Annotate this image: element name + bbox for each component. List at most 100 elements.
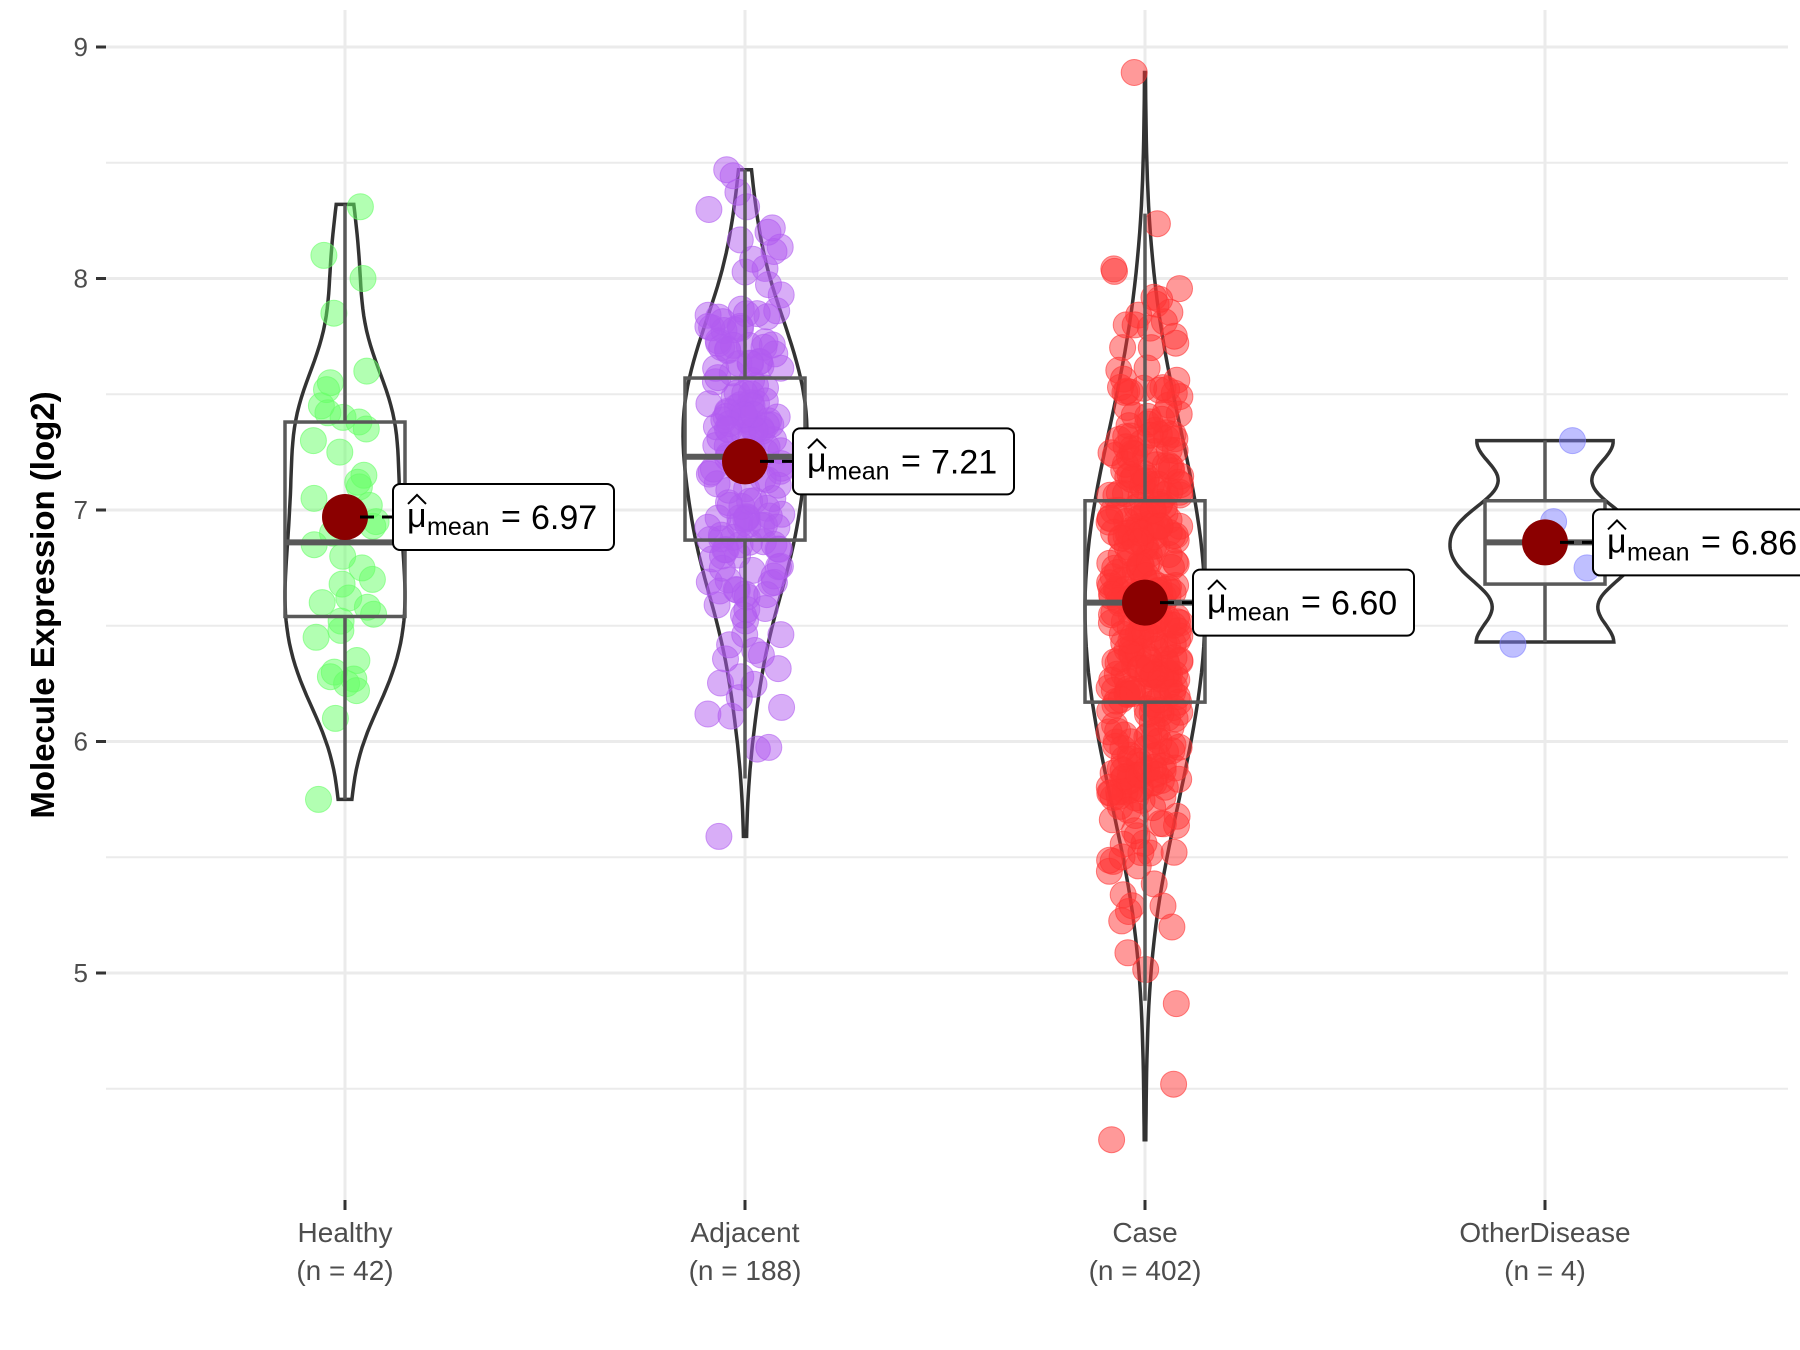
- x-tick-label: OtherDisease: [1459, 1217, 1630, 1248]
- data-point: [767, 281, 795, 309]
- data-point: [352, 415, 380, 443]
- data-point: [747, 641, 775, 669]
- hat-icon: [407, 493, 427, 505]
- data-point: [736, 349, 764, 377]
- mean-labels: μ mean = 6.97μ mean = 7.21μ mean = 6.60μ mean = 6.86: [360, 427, 1800, 637]
- mean-label-box: [1592, 508, 1800, 577]
- data-point: [1136, 839, 1164, 867]
- mean-label-box: [792, 427, 1015, 496]
- mean-equals: =: [1701, 523, 1721, 561]
- data-point: [320, 299, 348, 327]
- mean-value: 6.97: [531, 499, 597, 537]
- data-point: [1117, 378, 1145, 406]
- group-healthy: [283, 193, 407, 813]
- data-point: [758, 331, 786, 359]
- data-point: [310, 241, 338, 269]
- data-point: [1163, 811, 1190, 839]
- data-point: [1149, 783, 1177, 811]
- data-point: [698, 314, 726, 342]
- data-point: [1096, 846, 1124, 874]
- mean-label: μ mean = 6.60: [1160, 568, 1415, 637]
- data-point: [1112, 423, 1140, 451]
- y-axis: 5 6 7 8 9: [74, 32, 106, 988]
- data-point: [1101, 257, 1128, 285]
- data-point: [1159, 678, 1187, 706]
- data-point: [1098, 1126, 1126, 1154]
- data-point: [1160, 611, 1187, 639]
- data-point: [740, 670, 768, 698]
- mean-subscript: mean: [1227, 599, 1290, 627]
- data-point: [765, 535, 793, 563]
- data-point: [1112, 480, 1139, 508]
- hat-icon: [1607, 518, 1627, 531]
- mean-point: [1122, 579, 1168, 626]
- y-tick-label: 8: [74, 264, 88, 294]
- data-point: [758, 214, 786, 242]
- data-point: [308, 589, 336, 617]
- data-point: [358, 565, 386, 593]
- data-point: [694, 700, 722, 728]
- data-point: [726, 226, 754, 254]
- x-tick-label: Healthy: [298, 1217, 393, 1248]
- data-point: [707, 669, 734, 697]
- data-point: [1114, 939, 1142, 967]
- mean-label-box: [392, 482, 615, 551]
- data-point: [353, 357, 381, 385]
- data-point: [1114, 796, 1142, 824]
- data-point: [1118, 892, 1146, 920]
- data-point: [1140, 753, 1168, 781]
- mean-value: 7.21: [931, 443, 997, 481]
- group-case: [1083, 59, 1207, 1154]
- data-point: [1121, 311, 1149, 339]
- data-point: [768, 693, 796, 721]
- data-point: [1145, 727, 1173, 755]
- data-point: [1101, 648, 1129, 676]
- hat-icon: [807, 437, 827, 450]
- y-tick-label: 6: [74, 727, 88, 757]
- data-point: [326, 438, 354, 466]
- data-point: [305, 785, 332, 813]
- data-point: [708, 554, 736, 582]
- data-point: [302, 623, 330, 651]
- x-tick-label: Adjacent: [691, 1217, 800, 1248]
- data-point: [1096, 504, 1124, 532]
- mean-symbol: μ: [1607, 522, 1627, 560]
- hat-icon: [1207, 579, 1227, 591]
- data-point: [1120, 59, 1148, 86]
- data-point: [1146, 512, 1174, 540]
- data-point: [703, 591, 731, 619]
- data-point: [713, 156, 741, 184]
- y-tick-label: 5: [74, 958, 88, 988]
- mean-subscript: mean: [427, 513, 490, 541]
- data-point: [1160, 644, 1188, 672]
- data-point: [1140, 870, 1168, 898]
- data-point: [299, 427, 327, 455]
- x-tick-label: Case: [1112, 1217, 1177, 1248]
- mean-point: [322, 493, 368, 540]
- data-point: [1161, 425, 1189, 453]
- data-point: [751, 595, 779, 622]
- data-point: [1499, 630, 1527, 658]
- data-point: [695, 196, 723, 223]
- data-point: [730, 401, 758, 429]
- data-point: [717, 702, 745, 730]
- data-point: [1143, 210, 1171, 238]
- data-point: [360, 600, 388, 628]
- data-point: [767, 621, 795, 649]
- mean-equals: =: [1301, 584, 1321, 622]
- mean-subscript: mean: [1627, 538, 1690, 566]
- data-point: [1109, 334, 1137, 362]
- data-point: [1119, 680, 1147, 708]
- group-adjacent: [681, 156, 809, 850]
- data-point: [694, 513, 722, 541]
- mean-equals: =: [901, 442, 921, 480]
- data-point: [1160, 322, 1188, 350]
- data-point: [1110, 763, 1138, 791]
- mean-symbol: μ: [807, 441, 827, 479]
- mean-equals: =: [501, 498, 521, 536]
- data-point: [1160, 1070, 1188, 1098]
- data-point: [1101, 711, 1129, 739]
- data-point: [346, 193, 374, 221]
- data-point: [1145, 376, 1173, 404]
